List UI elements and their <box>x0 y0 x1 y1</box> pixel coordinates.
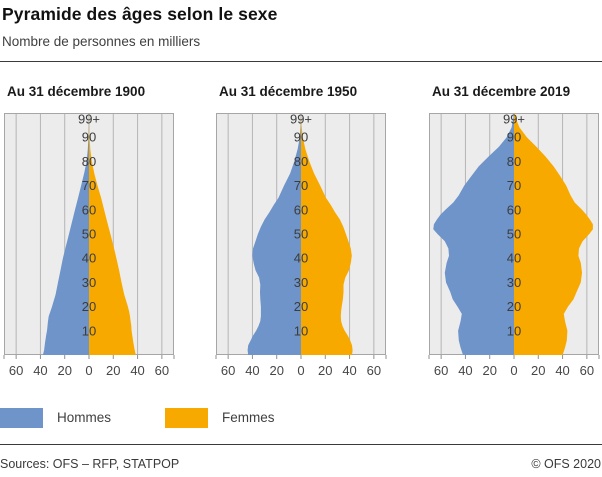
svg-text:60: 60 <box>507 202 521 217</box>
svg-text:60: 60 <box>294 202 308 217</box>
svg-text:50: 50 <box>507 227 521 242</box>
svg-text:40: 40 <box>130 363 144 378</box>
sources-text: Sources: OFS – RFP, STATPOP <box>0 457 180 471</box>
svg-text:70: 70 <box>294 178 308 193</box>
page-title: Pyramide des âges selon le sexe <box>2 4 278 24</box>
svg-text:70: 70 <box>507 178 521 193</box>
svg-text:50: 50 <box>82 227 96 242</box>
svg-text:20: 20 <box>482 363 496 378</box>
svg-text:90: 90 <box>507 130 521 145</box>
svg-text:70: 70 <box>82 178 96 193</box>
svg-text:20: 20 <box>57 363 71 378</box>
legend-label-hommes: Hommes <box>57 410 112 425</box>
svg-text:80: 80 <box>82 154 96 169</box>
svg-text:0: 0 <box>510 363 517 378</box>
pyramid-panel-1900: Au 31 décembre 1900 10 20 30 40 50 60 70 80 90 99… <box>3 84 175 383</box>
svg-text:40: 40 <box>245 363 259 378</box>
svg-text:60: 60 <box>367 363 381 378</box>
legend-swatch-femmes <box>165 408 208 428</box>
pyramid-plot-2019: 10 20 30 40 50 60 70 80 90 99+ 60 40 20 0 20 40 60 <box>428 112 600 378</box>
panel-title-1950: Au 31 décembre 1950 <box>219 84 358 99</box>
svg-text:20: 20 <box>531 363 545 378</box>
svg-text:60: 60 <box>155 363 169 378</box>
page-subtitle: Nombre de personnes en milliers <box>2 34 201 49</box>
svg-text:40: 40 <box>33 363 47 378</box>
svg-text:30: 30 <box>82 275 96 290</box>
svg-text:50: 50 <box>294 227 308 242</box>
svg-text:40: 40 <box>555 363 569 378</box>
pyramid-panel-2019: Au 31 décembre 2019 10 20 30 40 50 60 70 80 90 99… <box>428 84 600 383</box>
panel-title-2019: Au 31 décembre 2019 <box>432 84 571 99</box>
svg-text:30: 30 <box>294 275 308 290</box>
svg-text:80: 80 <box>507 154 521 169</box>
legend: Hommes Femmes <box>0 408 602 428</box>
svg-text:60: 60 <box>82 202 96 217</box>
svg-text:99+: 99+ <box>290 112 312 127</box>
svg-text:60: 60 <box>221 363 235 378</box>
svg-text:20: 20 <box>294 299 308 314</box>
svg-text:0: 0 <box>85 363 92 378</box>
svg-text:20: 20 <box>82 299 96 314</box>
svg-text:10: 10 <box>294 323 308 338</box>
legend-swatch-hommes <box>0 408 43 428</box>
svg-text:90: 90 <box>82 130 96 145</box>
footer-divider <box>0 444 602 445</box>
pyramid-plot-1950: 10 20 30 40 50 60 70 80 90 99+ 60 40 20 0 20 40 60 <box>215 112 387 378</box>
svg-text:20: 20 <box>507 299 521 314</box>
svg-text:60: 60 <box>580 363 594 378</box>
svg-text:30: 30 <box>507 275 521 290</box>
svg-text:20: 20 <box>269 363 283 378</box>
svg-text:99+: 99+ <box>78 112 100 127</box>
legend-label-femmes: Femmes <box>222 410 275 425</box>
svg-text:40: 40 <box>342 363 356 378</box>
svg-text:40: 40 <box>507 251 521 266</box>
svg-text:60: 60 <box>434 363 448 378</box>
panel-title-1900: Au 31 décembre 1900 <box>7 84 146 99</box>
svg-text:40: 40 <box>458 363 472 378</box>
svg-text:0: 0 <box>297 363 304 378</box>
svg-text:20: 20 <box>318 363 332 378</box>
copyright-text: © OFS 2020 <box>531 457 601 471</box>
svg-text:10: 10 <box>507 323 521 338</box>
svg-text:40: 40 <box>82 251 96 266</box>
svg-text:90: 90 <box>294 130 308 145</box>
pyramid-panel-1950: Au 31 décembre 1950 10 20 30 40 50 60 70 80 90 99… <box>215 84 387 383</box>
svg-text:20: 20 <box>106 363 120 378</box>
svg-text:80: 80 <box>294 154 308 169</box>
svg-text:60: 60 <box>9 363 23 378</box>
pyramid-plot-1900: 10 20 30 40 50 60 70 80 90 99+ 60 40 20 0 20 40 60 <box>3 112 175 378</box>
svg-text:10: 10 <box>82 323 96 338</box>
svg-text:40: 40 <box>294 251 308 266</box>
header-divider <box>0 61 602 62</box>
svg-text:99+: 99+ <box>503 112 525 127</box>
